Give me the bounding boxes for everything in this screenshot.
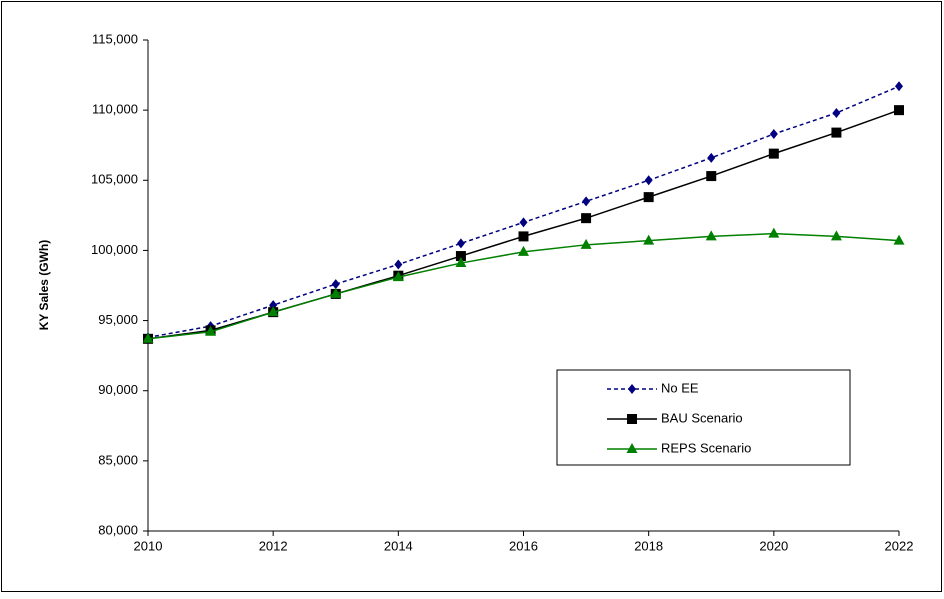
y-tick-label: 95,000 bbox=[98, 312, 138, 327]
marker bbox=[643, 192, 654, 203]
marker bbox=[394, 259, 403, 270]
marker bbox=[707, 152, 716, 163]
y-axis-label: KY Sales (GWh) bbox=[37, 240, 51, 330]
marker bbox=[769, 128, 778, 139]
y-tick-label: 115,000 bbox=[92, 31, 138, 46]
marker bbox=[456, 238, 465, 249]
legend-label: No EE bbox=[661, 380, 699, 395]
y-tick-label: 90,000 bbox=[98, 382, 138, 397]
marker bbox=[142, 332, 154, 343]
x-tick-label: 2012 bbox=[259, 538, 288, 553]
marker bbox=[831, 127, 842, 138]
marker bbox=[832, 107, 841, 118]
marker bbox=[706, 171, 717, 182]
legend-box bbox=[556, 369, 851, 466]
marker bbox=[392, 271, 404, 282]
marker bbox=[894, 105, 904, 116]
marker bbox=[582, 196, 591, 207]
y-tick-label: 105,000 bbox=[91, 172, 138, 187]
marker bbox=[768, 227, 780, 238]
marker bbox=[205, 325, 217, 336]
marker bbox=[519, 217, 528, 228]
y-tick-label: 85,000 bbox=[98, 452, 138, 467]
x-tick-label: 2022 bbox=[885, 538, 914, 553]
marker bbox=[330, 287, 342, 298]
marker bbox=[628, 384, 636, 394]
marker bbox=[580, 238, 592, 249]
marker bbox=[518, 245, 529, 256]
marker bbox=[705, 230, 717, 241]
marker bbox=[626, 443, 638, 453]
marker bbox=[893, 234, 905, 245]
y-tick-label: 80,000 bbox=[98, 522, 138, 537]
marker bbox=[768, 148, 779, 159]
x-tick-label: 2016 bbox=[509, 538, 538, 553]
marker bbox=[455, 251, 466, 262]
marker bbox=[267, 306, 279, 317]
y-tick-label: 110,000 bbox=[92, 102, 138, 117]
marker bbox=[455, 257, 467, 268]
marker bbox=[830, 230, 842, 241]
y-tick-label: 100,000 bbox=[91, 242, 138, 257]
marker bbox=[644, 175, 653, 186]
marker bbox=[518, 231, 529, 242]
x-tick-label: 2020 bbox=[759, 538, 788, 553]
marker bbox=[581, 213, 592, 224]
marker bbox=[643, 234, 655, 245]
marker bbox=[895, 81, 903, 92]
legend-label: BAU Scenario bbox=[661, 410, 743, 425]
x-tick-label: 2010 bbox=[134, 538, 163, 553]
marker bbox=[627, 414, 637, 424]
x-tick-label: 2018 bbox=[634, 538, 663, 553]
x-tick-label: 2014 bbox=[384, 538, 413, 553]
marker bbox=[331, 279, 340, 290]
legend-label: REPS Scenario bbox=[661, 440, 751, 455]
